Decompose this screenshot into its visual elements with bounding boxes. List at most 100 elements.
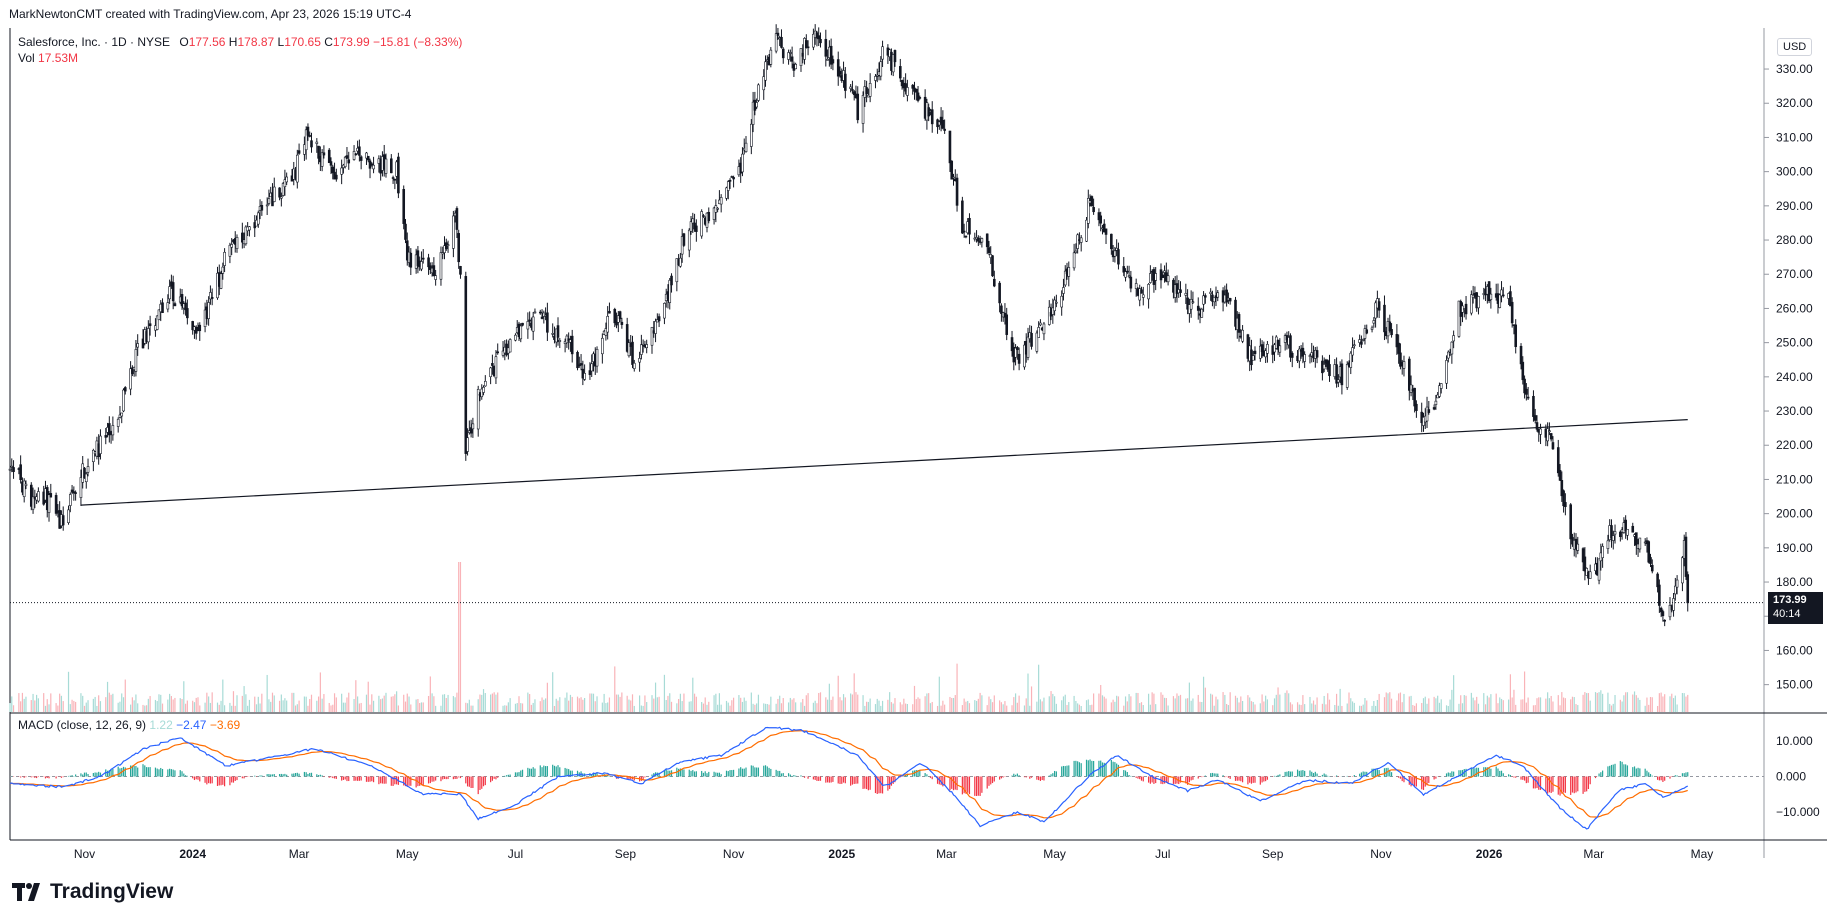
macd-histogram-bar [1100,760,1102,777]
candle-body [1126,270,1129,273]
macd-histogram-bar [142,764,144,777]
candle-body [991,255,994,277]
macd-histogram-bar [1609,765,1611,777]
volume-bar [105,697,107,712]
volume-bar [1515,704,1517,712]
volume-bar [278,700,281,712]
macd-histogram-bar [892,776,894,784]
volume-bar [553,705,556,712]
candle-body [1166,275,1170,283]
volume-bar [71,699,73,712]
tradingview-logo[interactable]: TradingView [12,880,173,904]
volume-bar [853,673,855,712]
macd-histogram-bar [628,776,630,780]
volume-bar [50,693,52,712]
volume-bar [679,693,681,712]
candle-body [962,230,966,233]
volume-bar [431,693,433,712]
candle-body [452,215,455,249]
volume-bar [179,698,181,712]
candle-body [1358,339,1361,343]
candle-body [906,87,909,96]
macd-histogram-bar [170,769,172,777]
macd-histogram-bar [975,776,978,797]
currency-button[interactable]: USD [1777,38,1813,56]
volume-bar [1483,693,1485,712]
macd-histogram-bar [259,775,261,777]
volume-bar [1428,698,1430,712]
macd-histogram-bar [1252,776,1254,783]
volume-bar [864,705,866,712]
candle-body [874,76,877,81]
macd-histogram-bar [1254,776,1256,783]
candle-body [1583,556,1587,572]
volume-bar [1048,696,1050,712]
candle-body [1374,302,1377,319]
volume-bar [1648,704,1650,712]
volume-bar [1632,694,1634,712]
volume-bar [544,698,547,712]
volume-bar [1178,695,1180,712]
macd-histogram-bar [1116,763,1118,777]
volume-bar [1396,700,1398,712]
volume-bar [1582,694,1584,712]
volume-bar [591,693,593,712]
candle-body [1509,291,1512,307]
volume-bar [156,701,158,712]
candle-body [434,275,437,280]
macd-histogram-bar [1137,776,1139,779]
macd-histogram-bar [862,776,864,789]
candle-body [1315,350,1319,358]
volume-bar [1142,705,1144,712]
candle-body [171,282,175,302]
macd-histogram-bar [1316,773,1318,777]
macd-histogram-bar [999,776,1001,780]
candle-body [691,218,695,224]
candle-body [1200,308,1204,318]
macd-histogram-bar [1472,768,1474,777]
volume-bar [1607,692,1609,712]
volume-bar [1656,705,1659,712]
macd-histogram-bar [62,776,64,778]
volume-bar [1139,703,1141,712]
candle-body [950,160,954,180]
price-tick-label: 320.00 [1776,96,1813,110]
volume-bar [1286,690,1288,712]
candle-body [280,196,283,199]
volume-bar [1199,701,1201,712]
macd-histogram-bar [853,776,855,784]
legend-close-label: C [324,35,333,49]
candle-body [899,66,902,79]
macd-histogram-bar [112,768,114,777]
volume-bar [1176,693,1178,712]
volume-bar [1117,696,1120,712]
volume-bar [1328,699,1331,712]
macd-histogram-bar [458,776,460,778]
candle-body [409,252,413,268]
candle-body [104,435,108,438]
volume-bar [589,693,591,712]
macd-histogram-bar [1403,776,1405,783]
candle-body [1141,294,1145,298]
macd-histogram-bar [1275,775,1277,777]
macd-histogram-bar [371,776,373,782]
volume-bar [234,705,236,712]
volume-bar [1685,696,1687,712]
macd-histogram-bar [812,776,814,780]
volume-bar [919,698,921,712]
candle-body [968,217,971,235]
volume-bar [1476,696,1478,712]
macd-histogram-bar [1224,776,1226,778]
candle-body [248,226,251,231]
macd-histogram-bar [692,770,694,777]
macd-histogram-bar [917,769,919,777]
macd-histogram-bar [857,776,859,784]
volume-bar [48,704,50,712]
candle-body [1251,355,1255,361]
volume-bar [805,695,807,712]
volume-bar [1187,698,1189,712]
volume-bar [255,704,258,712]
candle-body [1051,307,1055,315]
candle-body [608,310,611,314]
